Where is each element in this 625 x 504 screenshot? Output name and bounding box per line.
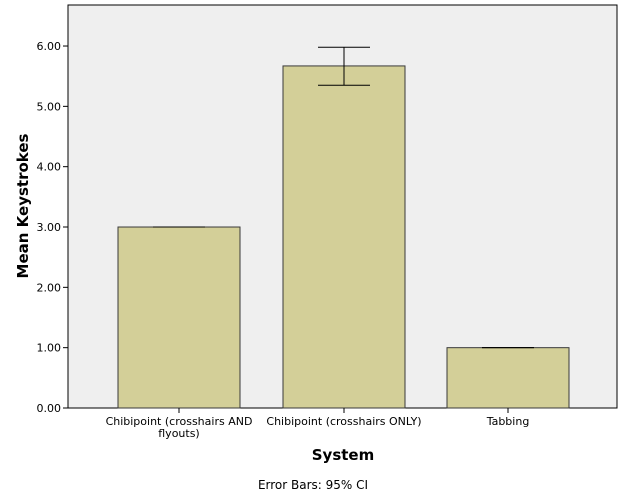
x-axis-title: System <box>312 446 374 464</box>
bar <box>446 347 570 409</box>
bar <box>282 65 406 409</box>
y-tick-label: 6.00 <box>37 40 62 53</box>
y-axis-ticks: 0.00 1.00 2.00 3.00 4.00 5.00 6.00 <box>37 40 68 415</box>
y-tick-label: 2.00 <box>37 281 62 294</box>
y-tick-label: 1.00 <box>37 342 62 355</box>
bars <box>117 65 570 409</box>
y-tick-label: 3.00 <box>37 221 62 234</box>
y-tick-label: 4.00 <box>37 161 62 174</box>
x-axis-tick-labels: Chibipoint (crosshairs AND flyouts) Chibip… <box>106 408 530 440</box>
y-tick-label: 0.00 <box>37 402 62 415</box>
y-axis-title: Mean Keystrokes <box>14 133 32 278</box>
x-tick-label: Chibipoint (crosshairs ONLY) <box>266 415 421 428</box>
error-bars <box>153 46 534 349</box>
x-tick-label: Chibipoint (crosshairs AND flyouts) <box>106 415 253 440</box>
error-bar-footnote: Error Bars: 95% CI <box>258 478 368 492</box>
y-tick-label: 5.00 <box>37 100 62 113</box>
bar <box>117 226 241 409</box>
x-tick-label: Tabbing <box>486 415 530 428</box>
